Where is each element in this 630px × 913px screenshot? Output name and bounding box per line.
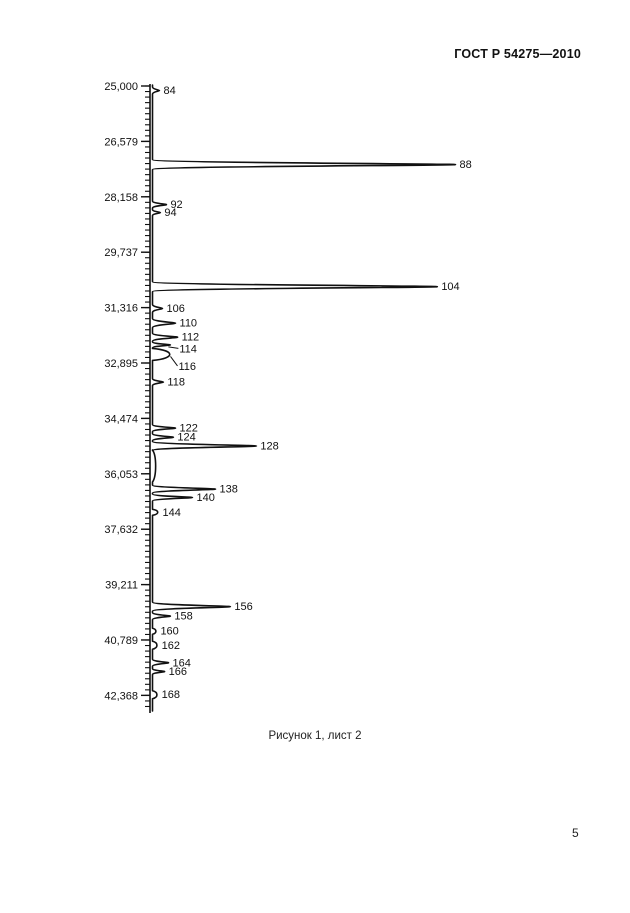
peak-leader-line-114: [168, 346, 179, 349]
peak-label-84: 84: [163, 85, 175, 97]
peak-label-88: 88: [460, 159, 472, 171]
axis-tick-label: 39,211: [105, 580, 138, 592]
peak-label-128: 128: [260, 440, 278, 452]
axis-tick-label: 25,000: [104, 81, 138, 93]
axis-tick-label: 26,579: [104, 136, 138, 148]
chromatogram-trace: [151, 84, 457, 712]
peak-label-118: 118: [167, 377, 185, 389]
peak-label-112: 112: [182, 332, 200, 344]
peak-label-144: 144: [163, 507, 181, 519]
figure-caption: Рисунок 1, лист 2: [268, 730, 362, 742]
peak-label-116: 116: [178, 361, 196, 373]
peak-label-122: 122: [180, 423, 198, 435]
axis-tick-label: 34,474: [104, 413, 138, 425]
peak-label-106: 106: [166, 303, 184, 315]
axis-tick-label: 29,737: [104, 247, 138, 259]
peak-leader-line-116: [170, 356, 178, 367]
peak-label-92: 92: [170, 199, 182, 211]
peak-label-138: 138: [220, 484, 238, 496]
axis-tick-label: 31,316: [104, 303, 138, 315]
peak-label-104: 104: [441, 281, 459, 293]
peak-label-158: 158: [174, 611, 192, 623]
axis-tick-label: 40,789: [104, 635, 138, 647]
axis-tick-label: 37,632: [104, 524, 138, 536]
peak-label-156: 156: [234, 601, 252, 613]
peak-label-110: 110: [180, 318, 198, 330]
axis-tick-label: 32,895: [104, 358, 138, 370]
axis-tick-label: 42,368: [104, 690, 138, 702]
peak-label-168: 168: [162, 689, 180, 701]
peak-label-160: 160: [160, 626, 178, 638]
peak-label-140: 140: [196, 492, 214, 504]
peak-label-166: 166: [169, 666, 187, 678]
page-number: 5: [572, 826, 579, 840]
peak-label-94: 94: [164, 207, 176, 219]
standard-number-header: ГОСТ Р 54275—2010: [454, 47, 581, 61]
peak-label-162: 162: [162, 640, 180, 652]
axis-tick-label: 36,053: [104, 469, 138, 481]
axis-tick-label: 28,158: [104, 192, 138, 204]
peak-label-124: 124: [177, 432, 195, 444]
peak-label-164: 164: [173, 657, 191, 669]
peak-label-114: 114: [179, 343, 197, 355]
